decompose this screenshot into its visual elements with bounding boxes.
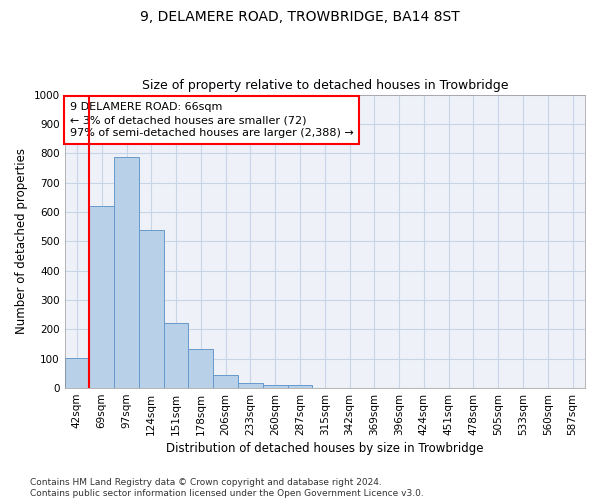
Bar (65, 358, 89, 388)
Bar (164, 323, 188, 388)
Y-axis label: Number of detached properties: Number of detached properties (15, 148, 28, 334)
Title: Size of property relative to detached houses in Trowbridge: Size of property relative to detached ho… (142, 79, 508, 92)
Bar (139, 230, 164, 388)
Bar (89, 206, 114, 388)
Bar (263, 385, 287, 388)
Bar (213, 376, 238, 388)
Bar (114, 157, 139, 388)
Bar (287, 384, 313, 388)
X-axis label: Distribution of detached houses by size in Trowbridge: Distribution of detached houses by size … (166, 442, 484, 455)
Text: 9, DELAMERE ROAD, TROWBRIDGE, BA14 8ST: 9, DELAMERE ROAD, TROWBRIDGE, BA14 8ST (140, 10, 460, 24)
Text: 9 DELAMERE ROAD: 66sqm
← 3% of detached houses are smaller (72)
97% of semi-deta: 9 DELAMERE ROAD: 66sqm ← 3% of detached … (70, 102, 353, 139)
Bar (188, 349, 213, 388)
Text: Contains HM Land Registry data © Crown copyright and database right 2024.
Contai: Contains HM Land Registry data © Crown c… (30, 478, 424, 498)
Bar (238, 383, 263, 388)
